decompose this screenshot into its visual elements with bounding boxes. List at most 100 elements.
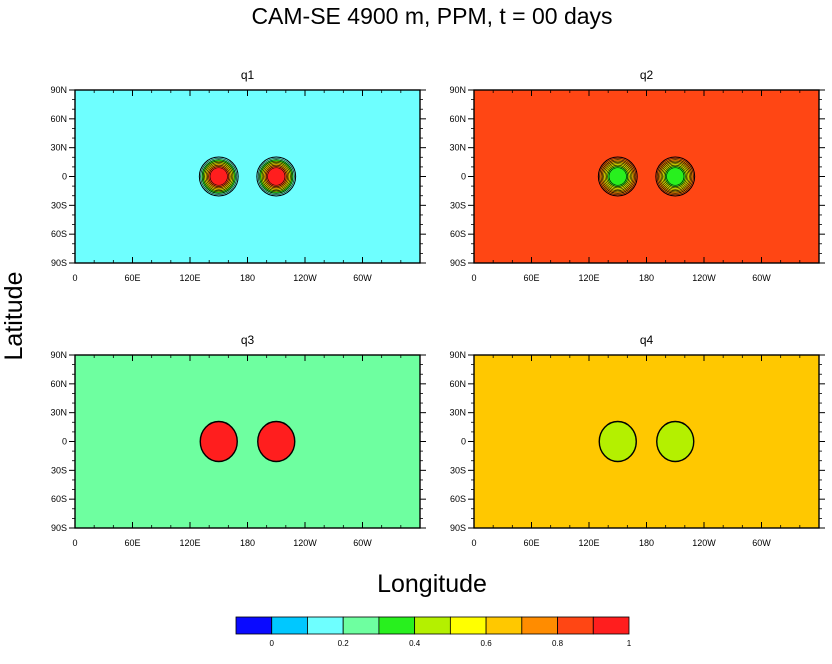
panel-background <box>474 90 819 263</box>
y-tick-label: 30N <box>449 408 466 418</box>
tracer-blob <box>199 420 238 463</box>
y-tick-label: 60N <box>50 114 67 124</box>
colorbar-swatch <box>485 616 523 635</box>
tracer-blob <box>598 420 637 463</box>
y-tick-label: 0 <box>461 437 466 447</box>
x-tick-label: 120E <box>578 538 599 548</box>
panel-background <box>75 355 420 528</box>
y-tick-label: 30N <box>449 143 466 153</box>
x-tick-label: 60W <box>752 538 771 548</box>
x-tick-label: 120E <box>179 273 200 283</box>
figure-title: CAM-SE 4900 m, PPM, t = 00 days <box>251 3 612 29</box>
x-tick-label: 180 <box>639 273 654 283</box>
contour-ring <box>598 420 637 463</box>
panel-q2: q2 0 60E 120E 180 120W 60W 90N 60N 30N 0 30S 60S 90S <box>449 68 825 283</box>
y-tick-label: 0 <box>461 172 466 182</box>
x-tick-label: 60W <box>752 273 771 283</box>
y-tick-label: 30S <box>51 465 67 475</box>
panel-title: q4 <box>640 333 654 347</box>
y-tick-label: 60N <box>50 379 67 389</box>
contour-ring <box>199 420 238 463</box>
x-tick-label: 0 <box>471 538 476 548</box>
y-tick-label: 60S <box>51 494 67 504</box>
colorbar-tick-label: 0 <box>270 639 275 648</box>
x-tick-label: 120W <box>293 538 317 548</box>
y-tick-label: 30S <box>450 465 466 475</box>
y-tick-label: 90N <box>449 350 466 360</box>
colorbar-swatch <box>449 616 487 635</box>
x-tick-label: 180 <box>639 538 654 548</box>
y-tick-label: 90N <box>50 85 67 95</box>
contour-ring <box>666 167 685 186</box>
colorbar-tick-label: 0.6 <box>481 639 493 648</box>
y-tick-label: 30N <box>50 408 67 418</box>
colorbar-swatch <box>414 616 451 635</box>
y-axis-label: Latitude <box>0 272 28 361</box>
colorbar-tick-label: 0.4 <box>409 639 421 648</box>
panel-title: q1 <box>241 68 255 82</box>
colorbar-tick-label: 0.8 <box>552 639 564 648</box>
colorbar: 0 0.2 0.4 0.6 0.8 1 <box>235 616 632 648</box>
contour-ring <box>257 420 296 463</box>
x-axis-label: Longitude <box>377 570 487 598</box>
y-tick-label: 30S <box>51 200 67 210</box>
y-tick-label: 90S <box>450 523 466 533</box>
tracer-blob <box>655 156 696 197</box>
y-tick-label: 60N <box>449 114 466 124</box>
x-tick-label: 180 <box>240 273 255 283</box>
x-tick-label: 120W <box>692 538 716 548</box>
x-tick-label: 120W <box>293 273 317 283</box>
x-tick-label: 180 <box>240 538 255 548</box>
y-tick-label: 90S <box>450 258 466 268</box>
y-tick-label: 60N <box>449 379 466 389</box>
panel-background <box>474 355 819 528</box>
panel-title: q3 <box>241 333 255 347</box>
x-tick-label: 120W <box>692 273 716 283</box>
y-tick-label: 60S <box>51 229 67 239</box>
tracer-blob <box>656 420 695 463</box>
y-tick-label: 90N <box>50 350 67 360</box>
panel-q3: q3 0 60E 120E 180 120W 60W 90N 60N 30N 0 30S 60S 90S <box>50 333 426 548</box>
tracer-blob <box>256 156 297 197</box>
y-tick-label: 90S <box>51 523 67 533</box>
x-tick-label: 60E <box>523 273 539 283</box>
panel-background <box>75 90 420 263</box>
y-tick-label: 0 <box>62 437 67 447</box>
contour-ring <box>267 167 286 186</box>
tracer-blob <box>597 156 638 197</box>
tracer-blob <box>198 156 239 197</box>
contour-ring <box>209 167 228 186</box>
colorbar-swatch <box>235 616 273 635</box>
panel-q4: q4 0 60E 120E 180 120W 60W 90N 60N 30N 0 30S 60S 90S <box>449 333 825 548</box>
colorbar-swatch <box>592 616 630 635</box>
y-tick-label: 30N <box>50 143 67 153</box>
y-tick-label: 30S <box>450 200 466 210</box>
colorbar-swatch <box>342 616 380 635</box>
x-tick-label: 60E <box>124 273 140 283</box>
x-tick-label: 60E <box>523 538 539 548</box>
x-tick-label: 60W <box>353 538 372 548</box>
x-tick-label: 0 <box>471 273 476 283</box>
y-tick-label: 90N <box>449 85 466 95</box>
x-tick-label: 60E <box>124 538 140 548</box>
colorbar-tick-label: 1 <box>627 639 632 648</box>
colorbar-swatch <box>521 616 558 635</box>
colorbar-swatch <box>557 616 594 635</box>
x-tick-label: 120E <box>578 273 599 283</box>
panel-title: q2 <box>640 68 654 82</box>
panels: q10 60E 120E 180 120W 60W90N60N30N030S60S90Sq… <box>50 68 825 548</box>
colorbar-tick-label: 0.2 <box>338 639 350 648</box>
x-tick-label: 120E <box>179 538 200 548</box>
tracer-blob <box>257 420 296 463</box>
colorbar-swatch <box>307 616 344 635</box>
y-tick-label: 0 <box>62 172 67 182</box>
y-tick-label: 60S <box>450 229 466 239</box>
y-tick-label: 60S <box>450 494 466 504</box>
colorbar-swatch <box>378 616 416 635</box>
x-tick-label: 0 <box>72 538 77 548</box>
panel-q1: q1 0 60E 120E 180 120W 60W 90N 60N 30N 0 30S 60S 90S <box>50 68 426 283</box>
colorbar-swatch <box>271 616 308 635</box>
contour-ring <box>656 420 695 463</box>
y-tick-label: 90S <box>51 258 67 268</box>
